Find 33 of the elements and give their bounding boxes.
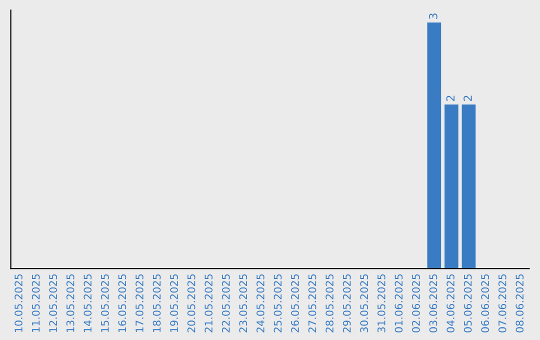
x-tick-label: 19.05.2025 — [170, 274, 178, 332]
x-tick-label: 26.05.2025 — [291, 274, 299, 332]
data-label: 2 — [446, 96, 455, 101]
x-tick-label: 31.05.2025 — [377, 274, 386, 332]
x-tick-label: 03.06.2025 — [429, 274, 438, 332]
x-tick-label: 29.05.2025 — [342, 274, 351, 332]
x-tick-label: 18.05.2025 — [152, 274, 161, 332]
x-tick-label: 28.05.2025 — [326, 274, 334, 332]
x-tick-label: 30.05.2025 — [360, 274, 368, 332]
x-tick-label: 11.05.2025 — [32, 274, 40, 332]
x-tick-label: 17.05.2025 — [136, 274, 144, 332]
x-tick-label: 08.06.2025 — [516, 274, 524, 332]
x-tick-label: 20.05.2025 — [187, 274, 196, 332]
x-tick-label: 04.06.2025 — [446, 274, 454, 332]
data-label: 2 — [464, 96, 472, 101]
x-tick-label: 10.05.2025 — [14, 274, 22, 332]
x-tick-label: 25.05.2025 — [274, 274, 282, 332]
x-tick-label: 22.05.2025 — [222, 274, 230, 332]
x-tick-label: 21.05.2025 — [204, 274, 213, 332]
x-tick-label: 02.06.2025 — [412, 274, 420, 332]
x-tick-label: 24.05.2025 — [256, 274, 264, 332]
x-tick-label: 27.05.2025 — [308, 274, 316, 332]
x-tick-label: 23.05.2025 — [239, 274, 248, 332]
x-tick-label: 15.05.2025 — [100, 274, 109, 332]
x-tick-label: 01.06.2025 — [394, 274, 403, 332]
x-tick-label: 06.06.2025 — [481, 274, 490, 332]
x-tick-label: 16.05.2025 — [118, 274, 126, 332]
x-tick-label: 13.05.2025 — [66, 274, 74, 332]
x-tick-label: 07.06.2025 — [498, 274, 506, 332]
x-tick-label: 14.05.2025 — [84, 274, 92, 332]
data-label: 3 — [428, 14, 438, 19]
x-tick-label: 12.05.2025 — [49, 274, 58, 332]
x-tick-label: 05.06.2025 — [464, 274, 472, 332]
